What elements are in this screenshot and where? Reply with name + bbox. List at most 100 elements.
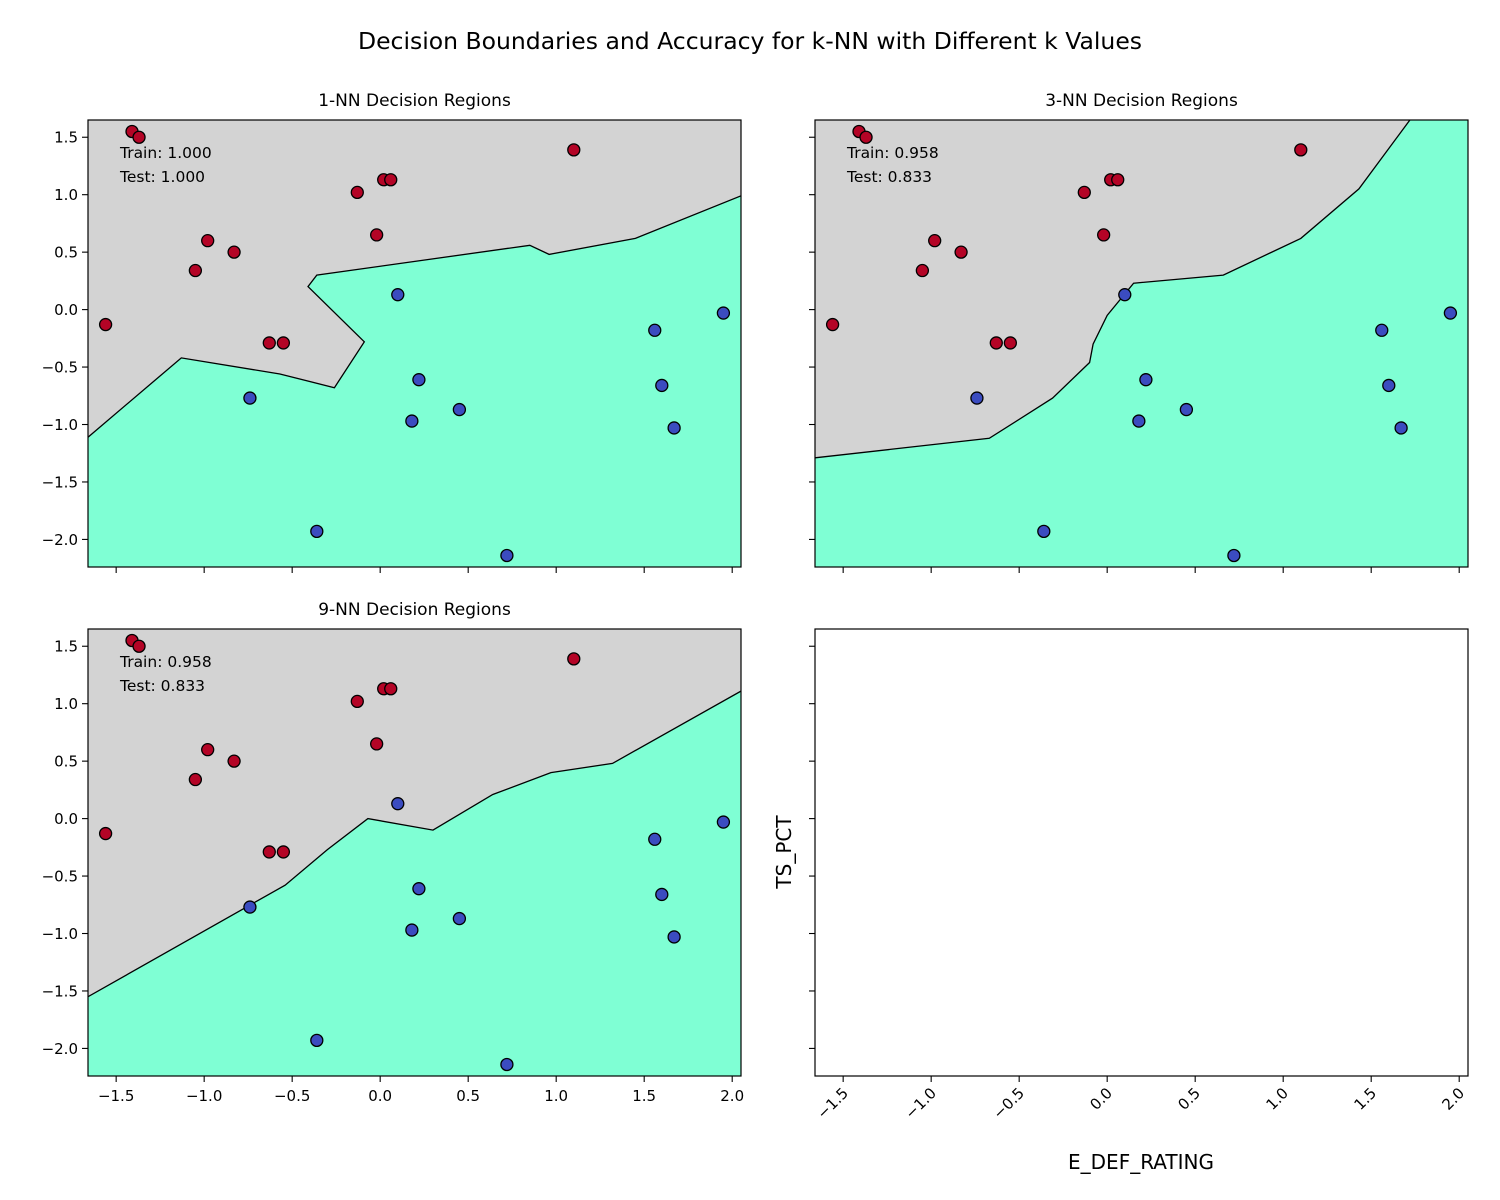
axes-frame bbox=[814, 628, 1469, 1077]
point-class-0 bbox=[859, 130, 873, 144]
point-class-1 bbox=[667, 930, 681, 944]
x-tick-label: −0.5 bbox=[274, 1087, 310, 1105]
point-class-1 bbox=[405, 414, 419, 428]
y-axis-label: TS_PCT bbox=[772, 815, 796, 890]
point-class-0 bbox=[98, 826, 113, 841]
point-class-1 bbox=[310, 1033, 324, 1048]
panel-title: 3-NN Decision Regions bbox=[1045, 91, 1238, 111]
point-class-1 bbox=[1139, 373, 1153, 387]
y-tick-label: 0.5 bbox=[54, 753, 78, 771]
scatter-points bbox=[98, 633, 731, 1072]
point-class-0 bbox=[350, 694, 364, 709]
x-tick-label: 0.0 bbox=[1086, 1084, 1116, 1114]
point-class-0 bbox=[132, 130, 146, 144]
point-class-1 bbox=[1179, 402, 1194, 417]
point-class-0 bbox=[188, 263, 203, 278]
point-class-1 bbox=[412, 882, 426, 896]
point-class-0 bbox=[276, 336, 291, 350]
test-accuracy: Test: 0.833 bbox=[846, 168, 932, 186]
point-class-0 bbox=[915, 263, 930, 278]
panel-2: 3-NN Decision Regions Train: 0.958 Test: 0… bbox=[809, 91, 1469, 573]
y-tick-label: −1.5 bbox=[42, 473, 78, 491]
point-class-0 bbox=[201, 234, 215, 248]
panel-title: 9-NN Decision Regions bbox=[318, 600, 511, 620]
x-tick-label: 1.0 bbox=[544, 1087, 568, 1105]
point-class-0 bbox=[928, 234, 942, 248]
point-class-0 bbox=[227, 754, 241, 768]
axes-frame bbox=[87, 119, 742, 568]
train-accuracy: Train: 0.958 bbox=[119, 653, 212, 671]
x-tick-label: 0.5 bbox=[456, 1087, 480, 1105]
y-tick-label: 1.0 bbox=[54, 695, 78, 713]
point-class-1 bbox=[1443, 306, 1458, 320]
panel-title: 1-NN Decision Regions bbox=[318, 91, 511, 111]
point-class-0 bbox=[276, 845, 291, 859]
x-tick-label: 2.0 bbox=[1438, 1084, 1468, 1114]
y-tick-label: −1.0 bbox=[42, 925, 78, 943]
point-class-0 bbox=[370, 228, 384, 242]
point-class-1 bbox=[1037, 524, 1051, 539]
train-accuracy: Train: 0.958 bbox=[846, 144, 939, 162]
figure-suptitle: Decision Boundaries and Accuracy for k-N… bbox=[358, 27, 1142, 55]
point-class-1 bbox=[1382, 378, 1396, 393]
x-tick-label: 0.0 bbox=[368, 1087, 392, 1105]
axes-frame bbox=[87, 628, 742, 1077]
y-tick-label: 0.0 bbox=[54, 301, 78, 319]
decision-boundary bbox=[815, 120, 1411, 459]
point-class-0 bbox=[262, 845, 276, 859]
point-class-1 bbox=[970, 391, 984, 405]
point-class-1 bbox=[243, 900, 257, 914]
x-tick-label: −1.0 bbox=[186, 1087, 222, 1105]
point-class-1 bbox=[1394, 421, 1408, 435]
point-class-1 bbox=[1132, 414, 1146, 428]
point-class-0 bbox=[825, 317, 840, 332]
point-class-1 bbox=[391, 288, 405, 302]
decision-boundary bbox=[88, 690, 741, 998]
y-tick-label: 1.5 bbox=[54, 129, 78, 147]
point-class-1 bbox=[452, 402, 467, 417]
point-class-1 bbox=[310, 524, 324, 539]
point-class-0 bbox=[188, 772, 203, 787]
point-class-0 bbox=[262, 336, 276, 350]
y-tick-label: −1.5 bbox=[42, 982, 78, 1000]
point-class-1 bbox=[1375, 323, 1389, 337]
scatter-points bbox=[825, 124, 1458, 563]
point-class-0 bbox=[1003, 336, 1018, 350]
x-tick-label: −1.0 bbox=[902, 1084, 940, 1122]
region-class-1 bbox=[815, 120, 1468, 567]
region-class-1 bbox=[88, 691, 741, 1076]
point-class-1 bbox=[1227, 548, 1241, 563]
point-class-1 bbox=[667, 421, 681, 435]
point-class-1 bbox=[716, 306, 731, 320]
x-tick-label: 1.0 bbox=[1262, 1084, 1292, 1114]
point-class-1 bbox=[412, 373, 426, 387]
point-class-0 bbox=[1111, 173, 1125, 187]
x-tick-label: 1.5 bbox=[1350, 1084, 1380, 1114]
point-class-0 bbox=[227, 245, 241, 259]
point-class-1 bbox=[405, 923, 419, 937]
point-class-0 bbox=[384, 173, 398, 187]
y-tick-label: −1.0 bbox=[42, 416, 78, 434]
point-class-0 bbox=[98, 317, 113, 332]
point-class-0 bbox=[384, 682, 398, 696]
y-tick-label: −0.5 bbox=[42, 868, 78, 886]
panel-3: 9-NN Decision Regions Train: 0.958 Test: 0… bbox=[42, 600, 745, 1105]
point-class-0 bbox=[567, 652, 581, 666]
point-class-0 bbox=[1097, 228, 1111, 242]
point-class-0 bbox=[1294, 143, 1308, 157]
panel-4: −1.5 −1.0 −0.5 0.0 0.5 1.0 1.5 2.0 bbox=[809, 628, 1469, 1123]
point-class-1 bbox=[716, 815, 731, 829]
point-class-0 bbox=[370, 737, 384, 751]
point-class-1 bbox=[391, 797, 405, 811]
point-class-1 bbox=[655, 378, 669, 393]
point-class-1 bbox=[648, 323, 662, 337]
panel-1: 1-NN Decision Regions Train: 1.000 Test: 1… bbox=[42, 91, 742, 573]
x-tick-label: 0.5 bbox=[1174, 1084, 1204, 1114]
x-tick-label: 1.5 bbox=[632, 1087, 656, 1105]
x-tick-label: 2.0 bbox=[720, 1087, 744, 1105]
point-class-1 bbox=[500, 1057, 514, 1072]
point-class-0 bbox=[567, 143, 581, 157]
point-class-0 bbox=[132, 639, 146, 653]
test-accuracy: Test: 1.000 bbox=[119, 168, 205, 186]
